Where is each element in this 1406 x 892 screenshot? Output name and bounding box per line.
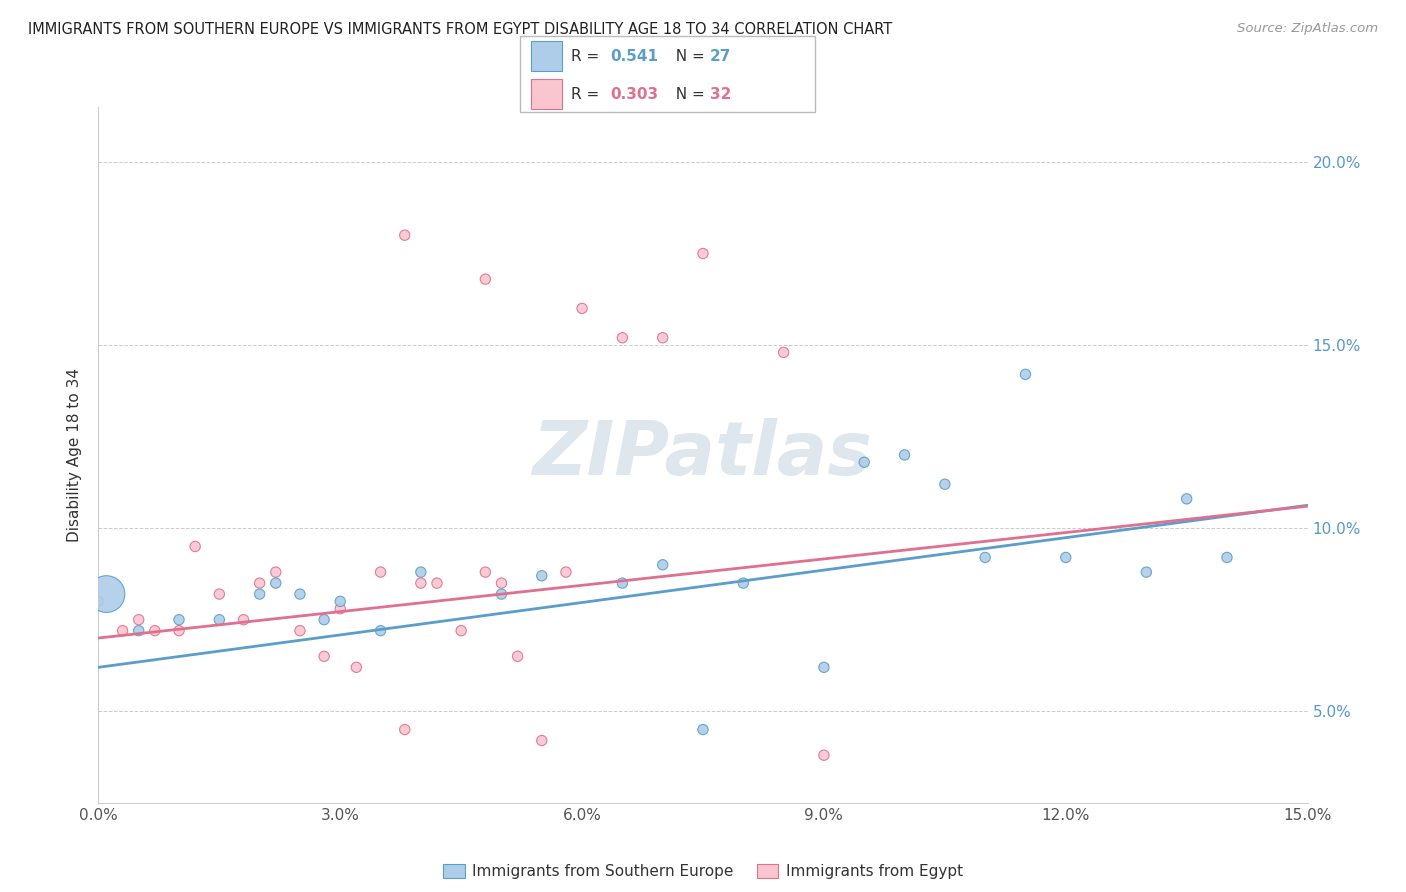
Text: Source: ZipAtlas.com: Source: ZipAtlas.com bbox=[1237, 22, 1378, 36]
Point bbox=[128, 613, 150, 627]
Text: 27: 27 bbox=[710, 49, 731, 64]
Point bbox=[612, 331, 634, 345]
Point bbox=[474, 272, 496, 286]
Point bbox=[96, 587, 118, 601]
Text: N =: N = bbox=[666, 87, 710, 103]
Point bbox=[571, 301, 593, 316]
Point bbox=[426, 576, 449, 591]
Point bbox=[1216, 550, 1239, 565]
Point bbox=[264, 565, 287, 579]
Point bbox=[314, 613, 336, 627]
Point bbox=[692, 723, 714, 737]
Text: 0.541: 0.541 bbox=[610, 49, 658, 64]
Point bbox=[143, 624, 166, 638]
Point bbox=[249, 587, 271, 601]
Point bbox=[329, 594, 352, 608]
Point bbox=[370, 565, 392, 579]
Point bbox=[853, 455, 876, 469]
Point bbox=[184, 540, 207, 554]
Point bbox=[450, 624, 472, 638]
Point bbox=[813, 660, 835, 674]
Point bbox=[974, 550, 997, 565]
Point bbox=[208, 587, 231, 601]
Text: 32: 32 bbox=[710, 87, 731, 103]
Point bbox=[87, 594, 110, 608]
Point bbox=[772, 345, 794, 359]
Point bbox=[506, 649, 529, 664]
Point bbox=[934, 477, 956, 491]
Point bbox=[733, 576, 755, 591]
Point bbox=[530, 568, 553, 582]
Point bbox=[394, 228, 416, 243]
Point bbox=[409, 565, 432, 579]
Point bbox=[491, 587, 513, 601]
Point bbox=[249, 576, 271, 591]
Point bbox=[1054, 550, 1077, 565]
Point bbox=[111, 624, 134, 638]
Point bbox=[314, 649, 336, 664]
Point bbox=[329, 601, 352, 615]
Point bbox=[1135, 565, 1157, 579]
Point bbox=[264, 576, 287, 591]
Point bbox=[128, 624, 150, 638]
Point bbox=[1014, 368, 1036, 382]
Point bbox=[474, 565, 496, 579]
Text: IMMIGRANTS FROM SOUTHERN EUROPE VS IMMIGRANTS FROM EGYPT DISABILITY AGE 18 TO 34: IMMIGRANTS FROM SOUTHERN EUROPE VS IMMIG… bbox=[28, 22, 893, 37]
Point bbox=[491, 576, 513, 591]
Point bbox=[692, 246, 714, 260]
Point bbox=[530, 733, 553, 747]
Point bbox=[167, 624, 190, 638]
Point bbox=[344, 660, 367, 674]
Point bbox=[612, 576, 634, 591]
Y-axis label: Disability Age 18 to 34: Disability Age 18 to 34 bbox=[67, 368, 83, 542]
Point bbox=[394, 723, 416, 737]
Text: 0.303: 0.303 bbox=[610, 87, 658, 103]
Point bbox=[651, 558, 673, 572]
Point bbox=[208, 613, 231, 627]
Text: R =: R = bbox=[571, 49, 605, 64]
Text: R =: R = bbox=[571, 87, 605, 103]
Point bbox=[167, 613, 190, 627]
Point bbox=[409, 576, 432, 591]
Text: N =: N = bbox=[666, 49, 710, 64]
Point bbox=[232, 613, 254, 627]
Point bbox=[1175, 491, 1198, 506]
Point bbox=[813, 748, 835, 763]
Point bbox=[288, 624, 311, 638]
Point bbox=[370, 624, 392, 638]
Text: ZIPatlas: ZIPatlas bbox=[533, 418, 873, 491]
Point bbox=[288, 587, 311, 601]
Point bbox=[893, 448, 915, 462]
Point bbox=[555, 565, 578, 579]
Point bbox=[651, 331, 673, 345]
Legend: Immigrants from Southern Europe, Immigrants from Egypt: Immigrants from Southern Europe, Immigra… bbox=[437, 858, 969, 886]
